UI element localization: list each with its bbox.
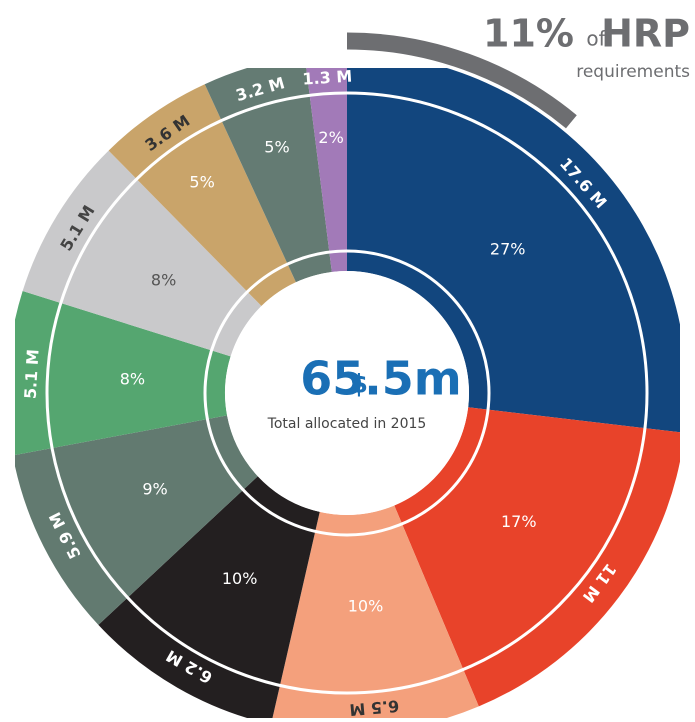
total-caption: Total allocated in 2015: [267, 416, 427, 432]
hrp-share: 11%: [483, 12, 574, 56]
share-label: 8%: [151, 270, 176, 289]
share-label: 27%: [490, 240, 526, 259]
currency: $: [350, 370, 368, 400]
value-label: 6.5 M: [349, 696, 400, 718]
wedge: [394, 407, 680, 707]
share-label: 9%: [142, 479, 167, 498]
hrp-arc: [346, 32, 577, 129]
outer-ring: [45, 91, 649, 695]
share-label: 5%: [264, 137, 289, 156]
inner-ring: [203, 249, 491, 537]
hrp-caption: requirements: [576, 62, 690, 82]
wedge: [15, 291, 231, 456]
share-label: 2%: [318, 128, 343, 147]
wedge: [306, 68, 347, 272]
wedge: [204, 68, 332, 283]
total: 65.5m: [300, 352, 461, 406]
value-label: 1.3 M: [302, 67, 353, 89]
donut: [15, 68, 680, 718]
wedge: [272, 505, 479, 718]
wedge: [347, 68, 680, 433]
share-label: 5%: [189, 173, 214, 192]
wedge: [22, 150, 262, 357]
hrp-of: of: [586, 27, 606, 51]
hrp-name: HRP: [601, 12, 690, 56]
inner-hole: [225, 271, 469, 515]
value-label: 5.1 M: [21, 349, 43, 400]
share-label: 10%: [222, 569, 258, 588]
share-label: 10%: [348, 597, 384, 616]
wedge: [108, 84, 296, 307]
wedge: [98, 476, 320, 718]
share-label: 17%: [501, 512, 537, 531]
share-label: 8%: [120, 370, 145, 389]
wedge: [15, 415, 258, 625]
